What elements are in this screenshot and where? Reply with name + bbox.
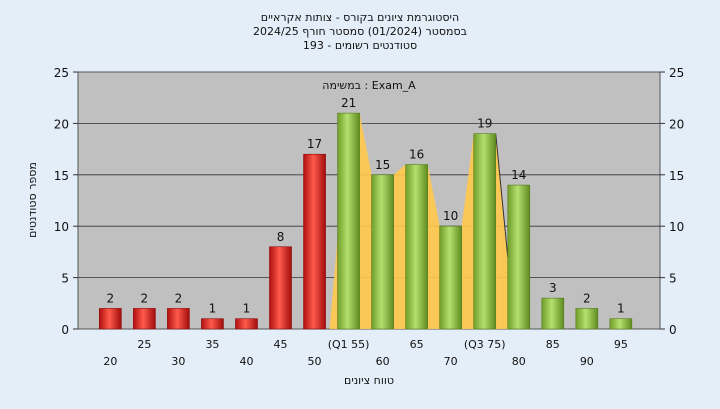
value-label-4: 1 <box>243 302 251 316</box>
x-tick-label-8: 60 <box>376 355 390 368</box>
value-label-6: 17 <box>307 137 322 151</box>
x-tick-label-7: (Q1 55) <box>328 338 370 351</box>
value-label-13: 3 <box>549 281 557 295</box>
x-ticks: 20 25 30 35 40 45 50 (Q1 55) 60 65 70 (Q3 75) 80 85 90… <box>103 338 628 368</box>
x-tick-label-3: 35 <box>205 338 219 351</box>
y-tick-label-right: 5 <box>669 272 677 286</box>
chart-title-line-3: סטודנטים רשומים - 193 <box>303 39 417 52</box>
x-tick-label-11: (Q3 75) <box>464 338 506 351</box>
y-tick-label-left: 20 <box>54 117 69 131</box>
x-tick-label-5: 45 <box>274 338 288 351</box>
value-label-1: 2 <box>141 291 149 305</box>
bar-8 <box>371 174 394 330</box>
bar-13 <box>541 297 565 330</box>
chart-title-line-2: בסמסטר (01/2024) סמסטר חורף 2024/25 <box>253 25 467 38</box>
value-label-9: 16 <box>409 148 424 162</box>
bar-12 <box>507 184 531 330</box>
x-tick-label-13: 85 <box>546 338 560 351</box>
y-tick-label-left: 15 <box>54 169 69 183</box>
x-tick-label-14: 90 <box>580 355 594 368</box>
x-tick-label-9: 65 <box>410 338 424 351</box>
x-tick-label-4: 40 <box>239 355 253 368</box>
x-tick-label-1: 25 <box>137 338 151 351</box>
bar-6 <box>303 153 326 330</box>
chart-annotation: במשימה : Exam_A <box>322 79 416 92</box>
y-tick-label-right: 15 <box>669 169 684 183</box>
value-label-12: 14 <box>511 168 526 182</box>
value-label-7: 21 <box>341 96 356 110</box>
bar-10 <box>439 225 462 330</box>
bar-5 <box>269 246 292 330</box>
bar-3 <box>201 318 224 330</box>
chart-title-line-1: היסטוגרמת ציונים בקורס - צותות אקראיים <box>261 11 459 24</box>
bar-0 <box>99 308 122 330</box>
value-label-11: 19 <box>477 117 492 131</box>
bar-14 <box>575 308 599 330</box>
bar-1 <box>133 308 156 330</box>
x-tick-label-6: 50 <box>308 355 322 368</box>
y-tick-label-left: 0 <box>61 323 69 337</box>
value-label-3: 1 <box>209 302 217 316</box>
y-ticks-right: 0 5 10 15 20 25 <box>660 66 684 337</box>
x-tick-label-2: 30 <box>171 355 185 368</box>
value-label-5: 8 <box>277 230 285 244</box>
x-tick-label-12: 80 <box>512 355 526 368</box>
y-ticks-left: 0 5 10 15 20 25 <box>54 66 78 337</box>
iqr-band-edge <box>495 133 509 258</box>
bar-7 <box>337 112 360 330</box>
y-tick-label-right: 10 <box>669 220 684 234</box>
x-axis-title: טווח ציונים <box>344 374 394 387</box>
bar-2 <box>167 308 190 330</box>
x-tick-label-0: 20 <box>103 355 117 368</box>
value-label-2: 2 <box>175 291 183 305</box>
value-label-15: 1 <box>617 302 625 316</box>
bar-11 <box>473 133 497 330</box>
y-tick-label-left: 10 <box>54 220 69 234</box>
bar-15 <box>609 318 633 330</box>
y-tick-label-right: 25 <box>669 66 684 80</box>
y-axis-title: מספר סטודנטים <box>26 162 39 238</box>
y-tick-label-right: 0 <box>669 323 677 337</box>
y-tick-label-left: 5 <box>61 272 69 286</box>
value-label-8: 15 <box>375 158 390 172</box>
x-tick-label-15: 95 <box>614 338 628 351</box>
y-tick-label-left: 25 <box>54 66 69 80</box>
y-tick-label-right: 20 <box>669 117 684 131</box>
value-label-0: 2 <box>107 291 115 305</box>
value-label-10: 10 <box>443 209 458 223</box>
bars <box>99 112 633 330</box>
x-tick-label-10: 70 <box>444 355 458 368</box>
value-label-14: 2 <box>583 291 591 305</box>
bar-9 <box>405 164 428 330</box>
bar-4 <box>235 318 258 330</box>
